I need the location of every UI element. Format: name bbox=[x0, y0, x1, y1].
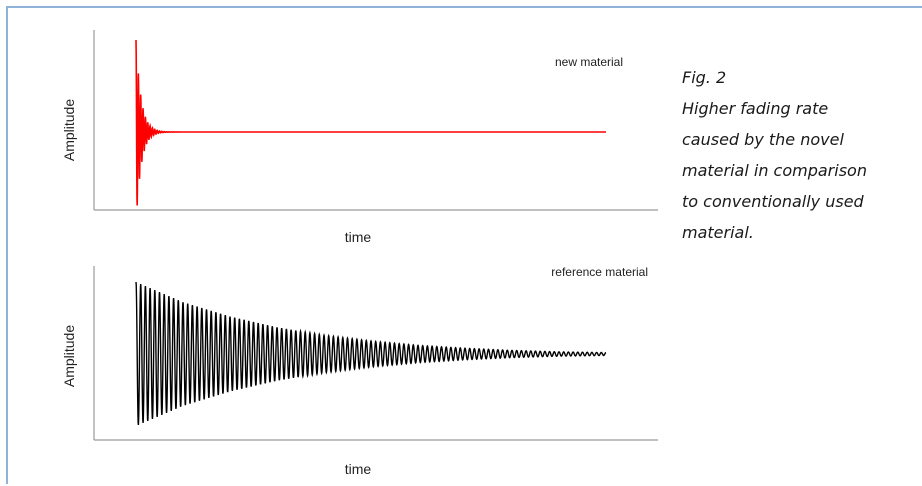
top-series-annotation: new material bbox=[555, 55, 623, 69]
caption-line: material. bbox=[682, 223, 754, 242]
caption-line: Higher fading rate bbox=[682, 99, 829, 118]
bottom-series-line bbox=[135, 281, 607, 426]
bottom-x-label: time bbox=[345, 461, 372, 477]
bottom-y-label: Amplitude bbox=[61, 325, 77, 387]
caption-line: to conventionally used bbox=[682, 192, 864, 211]
top-x-label: time bbox=[345, 229, 372, 245]
chart-area: Amplitude time new material Amplitude ti… bbox=[8, 8, 680, 486]
top-y-label: Amplitude bbox=[61, 99, 77, 161]
bottom-chart: Amplitude time reference material bbox=[61, 265, 658, 477]
figure-caption: Fig. 2 Higher fading rate caused by the … bbox=[682, 62, 922, 248]
caption-line: material in comparison bbox=[682, 161, 867, 180]
top-series-line bbox=[135, 39, 606, 206]
bottom-series-annotation: reference material bbox=[551, 265, 648, 279]
caption-line: Fig. 2 bbox=[682, 68, 727, 87]
caption-line: caused by the novel bbox=[682, 130, 844, 149]
charts-svg: Amplitude time new material Amplitude ti… bbox=[61, 30, 658, 477]
top-chart: Amplitude time new material bbox=[61, 30, 658, 245]
figure-frame: Amplitude time new material Amplitude ti… bbox=[6, 6, 922, 484]
